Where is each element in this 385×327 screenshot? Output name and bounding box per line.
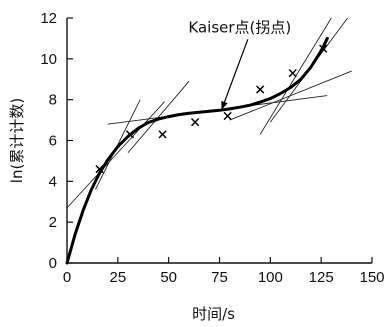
kaiser-arrow-head — [221, 100, 228, 110]
y-tick-label: 0 — [49, 255, 57, 272]
y-tick-label: 10 — [40, 51, 57, 68]
data-point — [256, 85, 265, 94]
x-axis-ticks: 0 25 50 75 100 125 150 — [63, 257, 385, 286]
point-marker-stroke — [95, 164, 104, 174]
x-tick-label: 0 — [63, 269, 71, 286]
data-point — [158, 130, 167, 139]
fitted-curve — [65, 36, 329, 265]
tangent-line — [229, 70, 352, 121]
data-points — [95, 44, 328, 174]
tangent-line — [66, 101, 165, 209]
x-tick-label: 150 — [359, 269, 384, 286]
point-marker-stroke — [256, 85, 265, 94]
data-point — [190, 117, 200, 127]
point-marker-stroke — [190, 117, 200, 127]
tangent-line — [127, 80, 190, 154]
kaiser-point-label: Kaiser点(拐点) — [188, 18, 291, 36]
kaiser-arrow-shaft — [220, 39, 249, 111]
data-point — [288, 68, 297, 78]
y-tick-label: 4 — [49, 173, 57, 190]
y-tick-label: 8 — [49, 92, 57, 109]
x-tick-label: 75 — [211, 269, 228, 286]
y-tick-label: 12 — [40, 10, 57, 27]
y-axis-title: ln(累计计数) — [8, 98, 26, 183]
point-marker-stroke — [288, 68, 297, 78]
point-marker-stroke — [223, 111, 232, 121]
x-tick-label: 125 — [309, 269, 334, 286]
data-point — [125, 130, 135, 139]
fitted-curve-layer — [65, 36, 329, 265]
axes — [66, 18, 372, 264]
x-tick-label: 25 — [109, 269, 126, 286]
x-axis-title: 时间/s — [192, 305, 235, 323]
point-marker-stroke — [319, 44, 328, 53]
y-tick-label: 2 — [49, 214, 57, 231]
tangent-lines — [66, 17, 352, 209]
data-point — [223, 111, 232, 121]
x-tick-label: 50 — [160, 269, 177, 286]
data-point — [95, 164, 104, 174]
x-tick-label: 100 — [258, 269, 283, 286]
point-marker-stroke — [125, 130, 135, 139]
y-tick-label: 6 — [49, 133, 57, 150]
y-axis-ticks: 0 2 4 6 8 10 12 — [40, 10, 73, 272]
point-marker-stroke — [158, 130, 167, 139]
annotations: Kaiser点(拐点) — [188, 18, 291, 111]
data-point — [319, 44, 328, 53]
